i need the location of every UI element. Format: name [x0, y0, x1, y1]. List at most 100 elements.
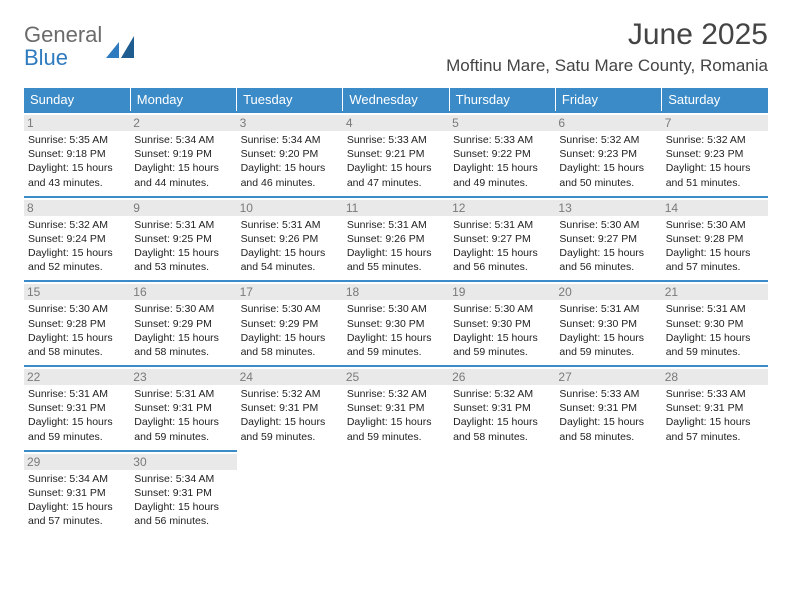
day-cell: 4Sunrise: 5:33 AMSunset: 9:21 PMDaylight… — [343, 112, 449, 197]
day-cell: 11Sunrise: 5:31 AMSunset: 9:26 PMDayligh… — [343, 197, 449, 282]
day-details: Sunrise: 5:33 AMSunset: 9:22 PMDaylight:… — [453, 133, 551, 190]
day-cell: 13Sunrise: 5:30 AMSunset: 9:27 PMDayligh… — [555, 197, 661, 282]
day-cell: 3 Sunrise: 5:34 AMSunset: 9:20 PMDaylight… — [237, 112, 343, 197]
day-number: 8 — [24, 200, 130, 216]
day-cell: 5 Sunrise: 5:33 AMSunset: 9:22 PMDaylight… — [449, 112, 555, 197]
day-cell: 12 Sunrise: 5:31 AMSunset: 9:27 PMDayligh… — [449, 197, 555, 282]
day-cell: 19Sunrise: 5:30 AMSunset: 9:30 PMDayligh… — [449, 281, 555, 366]
day-details: Sunrise: 5:35 AMSunset: 9:18 PMDaylight:… — [28, 133, 126, 190]
day-cell: 28 Sunrise: 5:33 AMSunset: 9:31 PMDayligh… — [662, 366, 768, 451]
logo-line1: General — [24, 22, 102, 47]
day-number: 14 — [662, 200, 768, 216]
day-cell: 29Sunrise: 5:34 AMSunset: 9:31 PMDayligh… — [24, 451, 130, 535]
day-cell: 17 Sunrise: 5:30 AMSunset: 9:29 PMDayligh… — [237, 281, 343, 366]
logo-line2: Blue — [24, 47, 102, 69]
day-cell: 30 Sunrise: 5:34 AMSunset: 9:31 PMDayligh… — [130, 451, 236, 535]
dow-cell: Tuesday — [237, 88, 343, 112]
day-number: 17 — [237, 284, 343, 300]
day-number: 10 — [237, 200, 343, 216]
day-details: Sunrise: 5:30 AMSunset: 9:29 PMDaylight:… — [241, 302, 339, 359]
day-details: Sunrise: 5:30 AMSunset: 9:30 PMDaylight:… — [347, 302, 445, 359]
day-details: Sunrise: 5:30 AMSunset: 9:28 PMDaylight:… — [28, 302, 126, 359]
day-details: Sunrise: 5:30 AMSunset: 9:27 PMDaylight:… — [559, 218, 657, 275]
day-number: 12 — [449, 200, 555, 216]
week-row: 22Sunrise: 5:31 AMSunset: 9:31 PMDayligh… — [24, 366, 768, 451]
month-title: June 2025 — [446, 18, 768, 52]
day-details: Sunrise: 5:32 AMSunset: 9:23 PMDaylight:… — [666, 133, 764, 190]
day-cell: . — [449, 451, 555, 535]
day-number: 3 — [237, 115, 343, 131]
day-number: 7 — [662, 115, 768, 131]
day-number: 11 — [343, 200, 449, 216]
day-number: 2 — [130, 115, 236, 131]
day-cell: 8Sunrise: 5:32 AMSunset: 9:24 PMDaylight… — [24, 197, 130, 282]
day-cell: 27Sunrise: 5:33 AMSunset: 9:31 PMDayligh… — [555, 366, 661, 451]
dow-cell: Thursday — [449, 88, 555, 112]
day-cell: 7 Sunrise: 5:32 AMSunset: 9:23 PMDaylight… — [662, 112, 768, 197]
day-number: 27 — [555, 369, 661, 385]
day-details: Sunrise: 5:34 AMSunset: 9:31 PMDaylight:… — [28, 472, 126, 529]
day-details: Sunrise: 5:31 AMSunset: 9:26 PMDaylight:… — [241, 218, 339, 275]
day-number: 21 — [662, 284, 768, 300]
day-details: Sunrise: 5:32 AMSunset: 9:31 PMDaylight:… — [453, 387, 551, 444]
day-cell: . — [343, 451, 449, 535]
week-row: 29Sunrise: 5:34 AMSunset: 9:31 PMDayligh… — [24, 451, 768, 535]
dow-row: SundayMondayTuesdayWednesdayThursdayFrid… — [24, 88, 768, 112]
dow-cell: Friday — [555, 88, 661, 112]
day-cell: . — [555, 451, 661, 535]
day-cell: 14Sunrise: 5:30 AMSunset: 9:28 PMDayligh… — [662, 197, 768, 282]
day-cell: . — [662, 451, 768, 535]
day-cell: 25 Sunrise: 5:32 AMSunset: 9:31 PMDayligh… — [343, 366, 449, 451]
day-cell: 6Sunrise: 5:32 AMSunset: 9:23 PMDaylight… — [555, 112, 661, 197]
day-details: Sunrise: 5:32 AMSunset: 9:31 PMDaylight:… — [347, 387, 445, 444]
day-details: Sunrise: 5:31 AMSunset: 9:30 PMDaylight:… — [559, 302, 657, 359]
title-block: June 2025 Moftinu Mare, Satu Mare County… — [446, 18, 768, 76]
day-number: 28 — [662, 369, 768, 385]
day-number: 9 — [130, 200, 236, 216]
day-cell: 20 Sunrise: 5:31 AMSunset: 9:30 PMDayligh… — [555, 281, 661, 366]
day-number: 20 — [555, 284, 661, 300]
day-details: Sunrise: 5:31 AMSunset: 9:30 PMDaylight:… — [666, 302, 764, 359]
day-number: 25 — [343, 369, 449, 385]
day-details: Sunrise: 5:32 AMSunset: 9:23 PMDaylight:… — [559, 133, 657, 190]
day-number: 30 — [130, 454, 236, 470]
day-cell: 18 Sunrise: 5:30 AMSunset: 9:30 PMDayligh… — [343, 281, 449, 366]
day-details: Sunrise: 5:34 AMSunset: 9:19 PMDaylight:… — [134, 133, 232, 190]
day-cell: 22Sunrise: 5:31 AMSunset: 9:31 PMDayligh… — [24, 366, 130, 451]
day-number: 16 — [130, 284, 236, 300]
day-cell: 26Sunrise: 5:32 AMSunset: 9:31 PMDayligh… — [449, 366, 555, 451]
week-row: 8Sunrise: 5:32 AMSunset: 9:24 PMDaylight… — [24, 197, 768, 282]
dow-cell: Monday — [130, 88, 236, 112]
day-details: Sunrise: 5:30 AMSunset: 9:29 PMDaylight:… — [134, 302, 232, 359]
day-number: 1 — [24, 115, 130, 131]
week-row: 1 Sunrise: 5:35 AMSunset: 9:18 PMDaylight… — [24, 112, 768, 197]
day-details: Sunrise: 5:34 AMSunset: 9:31 PMDaylight:… — [134, 472, 232, 529]
day-details: Sunrise: 5:31 AMSunset: 9:31 PMDaylight:… — [134, 387, 232, 444]
day-number: 22 — [24, 369, 130, 385]
day-cell: 16 Sunrise: 5:30 AMSunset: 9:29 PMDayligh… — [130, 281, 236, 366]
day-details: Sunrise: 5:33 AMSunset: 9:31 PMDaylight:… — [666, 387, 764, 444]
day-number: 5 — [449, 115, 555, 131]
header: General Blue June 2025 Moftinu Mare, Sat… — [24, 18, 768, 76]
logo: General Blue — [24, 24, 134, 69]
day-number: 19 — [449, 284, 555, 300]
day-cell: 2 Sunrise: 5:34 AMSunset: 9:19 PMDaylight… — [130, 112, 236, 197]
dow-cell: Saturday — [662, 88, 768, 112]
dow-cell: Wednesday — [343, 88, 449, 112]
day-cell: 9 Sunrise: 5:31 AMSunset: 9:25 PMDaylight… — [130, 197, 236, 282]
calendar-table: SundayMondayTuesdayWednesdayThursdayFrid… — [24, 88, 768, 534]
day-number: 4 — [343, 115, 449, 131]
day-number: 15 — [24, 284, 130, 300]
day-details: Sunrise: 5:34 AMSunset: 9:20 PMDaylight:… — [241, 133, 339, 190]
day-cell: 23 Sunrise: 5:31 AMSunset: 9:31 PMDayligh… — [130, 366, 236, 451]
logo-sail-icon — [106, 36, 134, 58]
location: Moftinu Mare, Satu Mare County, Romania — [446, 56, 768, 76]
day-number: 23 — [130, 369, 236, 385]
calendar-page: General Blue June 2025 Moftinu Mare, Sat… — [0, 0, 792, 612]
day-details: Sunrise: 5:31 AMSunset: 9:25 PMDaylight:… — [134, 218, 232, 275]
day-details: Sunrise: 5:32 AMSunset: 9:31 PMDaylight:… — [241, 387, 339, 444]
day-details: Sunrise: 5:31 AMSunset: 9:27 PMDaylight:… — [453, 218, 551, 275]
day-cell: 1 Sunrise: 5:35 AMSunset: 9:18 PMDaylight… — [24, 112, 130, 197]
day-cell: . — [237, 451, 343, 535]
day-number: 18 — [343, 284, 449, 300]
